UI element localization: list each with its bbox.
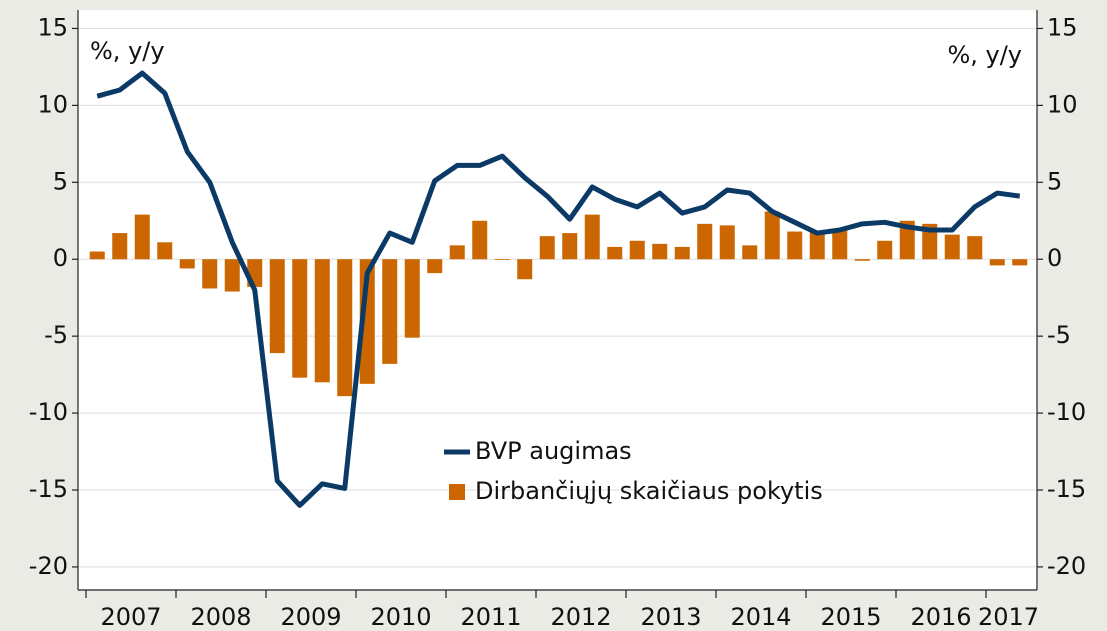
bar	[292, 259, 308, 378]
bar	[809, 231, 825, 260]
bar	[989, 259, 1005, 266]
bar	[899, 220, 915, 260]
legend: BVP augimas Dirbančiųjų skaičiaus pokytis	[444, 437, 823, 505]
y2-tick-label: 15	[1047, 13, 1078, 41]
x-tick-label: 2013	[640, 603, 701, 631]
line	[96, 70, 1021, 508]
bar	[112, 233, 128, 260]
bar	[787, 231, 803, 260]
y2-tick-label: 10	[1047, 90, 1078, 118]
bar	[314, 259, 330, 383]
bar	[517, 259, 533, 280]
x-tick-label: 2016	[910, 603, 971, 631]
bar	[944, 234, 960, 260]
bar	[922, 223, 938, 260]
y2-tick-label: -15	[1047, 475, 1086, 503]
bar	[607, 246, 623, 260]
x-tick-label: 2007	[100, 603, 161, 631]
y2-tick-label: -10	[1047, 398, 1086, 426]
bar	[674, 246, 690, 260]
y-tick-label: 5	[53, 167, 68, 195]
y-tick-label: -5	[44, 321, 68, 349]
x-tick-label: 2014	[730, 603, 791, 631]
legend-label: Dirbančiųjų skaičiaus pokytis	[475, 477, 823, 505]
x-tick-label: 2012	[550, 603, 611, 631]
y2-tick-label: 5	[1047, 167, 1062, 195]
bar	[742, 245, 758, 260]
y2-tick-label: 0	[1047, 244, 1062, 272]
y2-axis-label: %, y/y	[947, 41, 1022, 69]
bar	[449, 245, 465, 260]
bar	[427, 259, 443, 274]
x-tick-label: 2011	[460, 603, 521, 631]
x-tick-label: 2015	[820, 603, 881, 631]
x-tick-label: 2010	[370, 603, 431, 631]
plot-area	[78, 10, 1037, 590]
y-tick-label: 10	[37, 90, 68, 118]
bar	[494, 259, 510, 261]
bar	[719, 225, 735, 260]
bar	[472, 220, 488, 260]
bar	[382, 259, 398, 364]
bar	[832, 230, 848, 260]
y-tick-label: 0	[53, 244, 68, 272]
bar	[764, 211, 780, 260]
y2-tick-label: -5	[1047, 321, 1071, 349]
bar	[89, 251, 105, 260]
bar	[854, 259, 870, 261]
y-tick-label: -15	[29, 475, 68, 503]
y-tick-label: -20	[29, 552, 68, 580]
bar	[134, 214, 150, 260]
bar	[337, 259, 353, 397]
bar	[967, 236, 983, 260]
bar	[269, 259, 285, 354]
bar	[539, 236, 555, 260]
y2-tick-label: -20	[1047, 552, 1086, 580]
axes: -20 -15 -10 -5 0 5 10 15 -20 -15 -10 -5 0 5 10 15 2007 20…	[29, 10, 1086, 631]
x-tick-label: 2009	[280, 603, 341, 631]
legend-swatch	[449, 484, 465, 500]
bar	[404, 259, 420, 338]
bar	[584, 214, 600, 260]
y-tick-label: 15	[37, 13, 68, 41]
bar	[697, 223, 713, 260]
bar	[179, 259, 195, 269]
bar	[562, 233, 578, 260]
x-tick-label: 2008	[190, 603, 251, 631]
bar	[224, 259, 240, 292]
bar	[629, 240, 645, 260]
bar	[652, 243, 668, 260]
y-tick-label: -10	[29, 398, 68, 426]
lines	[96, 70, 1021, 508]
grid	[78, 27, 1037, 568]
x-tick-label: 2017	[978, 603, 1039, 631]
y-axis-label: %, y/y	[90, 37, 165, 65]
bar	[877, 240, 893, 260]
bar	[202, 259, 218, 289]
bar	[1012, 259, 1028, 266]
legend-label: BVP augimas	[475, 437, 632, 465]
bar	[157, 242, 173, 260]
